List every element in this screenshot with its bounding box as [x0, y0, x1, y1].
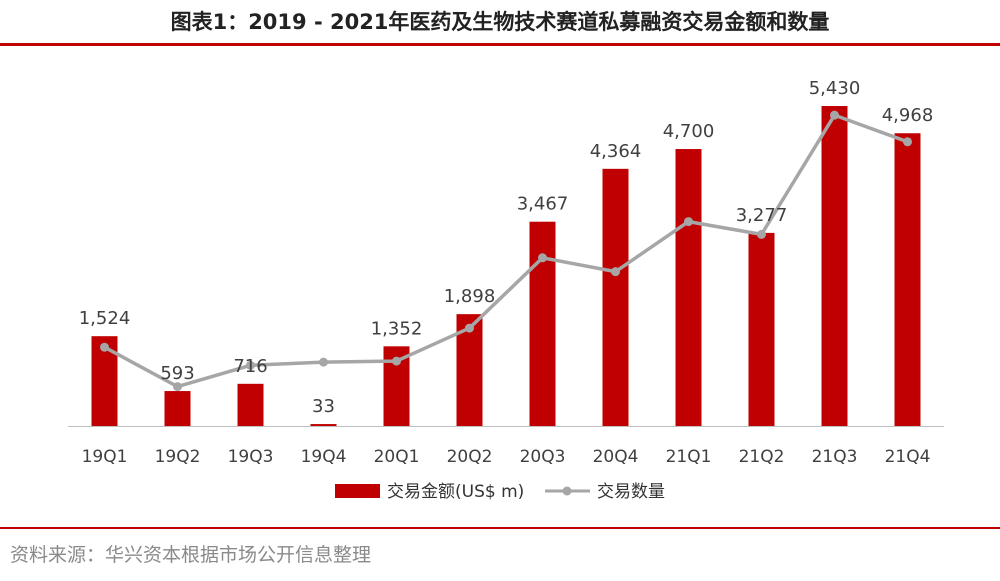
legend-bar-label: 交易金额(US$ m) [387, 482, 524, 502]
bar-value-label-21Q3: 5,430 [809, 78, 861, 99]
bar-value-label-20Q2: 1,898 [444, 286, 496, 307]
legend-line-marker [562, 486, 572, 496]
x-tick-19Q3: 19Q3 [228, 447, 274, 467]
count-point-20Q4 [611, 267, 620, 277]
bar-value-label-20Q1: 1,352 [371, 318, 423, 339]
count-point-21Q4 [903, 137, 912, 147]
x-tick-21Q4: 21Q4 [885, 447, 931, 467]
x-tick-21Q2: 21Q2 [739, 447, 785, 467]
x-tick-19Q1: 19Q1 [82, 447, 128, 467]
x-tick-20Q1: 20Q1 [374, 447, 420, 467]
source-rule [0, 527, 1000, 529]
legend-bar-swatch [335, 484, 380, 498]
bar-value-label-19Q4: 33 [312, 396, 335, 417]
count-point-21Q3 [830, 110, 839, 120]
x-tick-21Q1: 21Q1 [666, 447, 712, 467]
chart-title: 图表1：2019 - 2021年医药及生物技术赛道私募融资交易金额和数量 [170, 10, 830, 34]
bar-value-label-19Q3: 716 [233, 356, 267, 377]
bar-19Q4 [310, 424, 337, 426]
title-rule [0, 43, 1000, 46]
x-tick-20Q3: 20Q3 [520, 447, 566, 467]
count-line [103, 113, 909, 389]
count-point-19Q1 [100, 342, 109, 352]
bar-value-label-21Q4: 4,968 [882, 105, 934, 126]
x-tick-21Q3: 21Q3 [812, 447, 858, 467]
bar-value-label-19Q1: 1,524 [79, 308, 131, 329]
source-note: 资料来源：华兴资本根据市场公开信息整理 [10, 544, 372, 566]
count-point-19Q3 [246, 360, 255, 370]
x-tick-20Q4: 20Q4 [593, 447, 639, 467]
count-point-19Q4 [319, 357, 328, 367]
x-tick-20Q2: 20Q2 [447, 447, 493, 467]
bar-21Q2 [748, 232, 775, 426]
x-tick-19Q2: 19Q2 [155, 447, 201, 467]
bar-value-label-20Q3: 3,467 [517, 194, 569, 215]
x-tick-19Q4: 19Q4 [301, 447, 347, 467]
bar-21Q4 [894, 133, 921, 426]
count-point-21Q1 [684, 217, 693, 227]
bar-21Q3 [821, 106, 848, 427]
bar-value-label-21Q2: 3,277 [736, 205, 788, 226]
bar-value-label-20Q4: 4,364 [590, 141, 642, 162]
count-point-20Q1 [392, 356, 401, 366]
bar-21Q1 [675, 149, 702, 427]
count-point-20Q2 [465, 323, 474, 333]
bar-20Q3 [529, 221, 556, 426]
legend: 交易金额(US$ m) 交易数量 [335, 482, 665, 502]
bar-value-label-19Q2: 593 [160, 363, 194, 384]
bar-19Q3 [237, 383, 264, 426]
count-point-21Q2 [757, 229, 766, 239]
count-point-20Q3 [538, 253, 547, 263]
count-point-19Q2 [173, 382, 182, 392]
bar-20Q4 [602, 168, 629, 427]
legend-line-label: 交易数量 [597, 482, 665, 502]
bar-19Q2 [164, 391, 191, 426]
bar-value-label-21Q1: 4,700 [663, 121, 715, 142]
